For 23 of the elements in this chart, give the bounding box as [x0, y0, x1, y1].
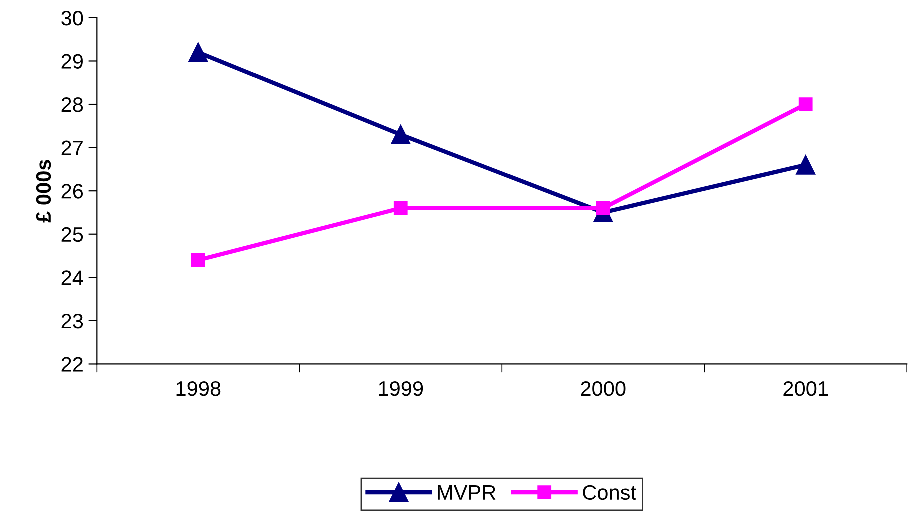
legend-label: MVPR [438, 486, 496, 500]
y-tick-label: 22 [62, 357, 83, 372]
point [798, 98, 813, 112]
x-tick-label: 2000 [581, 381, 626, 396]
point [391, 125, 411, 145]
point [191, 253, 206, 268]
y-tick-label: 24 [62, 270, 84, 286]
y-axis-title: £ 000s [36, 160, 52, 223]
point [188, 42, 208, 62]
y-tick-label: 30 [62, 10, 84, 26]
x-tick-label: 1998 [176, 381, 221, 396]
legend-label: Const [583, 485, 636, 500]
y-tick-label: 28 [62, 98, 84, 112]
point [394, 201, 408, 216]
x-tick-label: 2001 [784, 381, 828, 396]
y-tick-label: 23 [62, 314, 84, 329]
y-tick-label: 25 [62, 227, 84, 242]
y-tick-label: 29 [62, 54, 83, 69]
x-tick-label: 1999 [379, 381, 424, 396]
y-tick-label: 27 [62, 140, 83, 156]
point [596, 201, 610, 216]
y-tick-label: 26 [62, 184, 84, 199]
point [796, 155, 816, 175]
